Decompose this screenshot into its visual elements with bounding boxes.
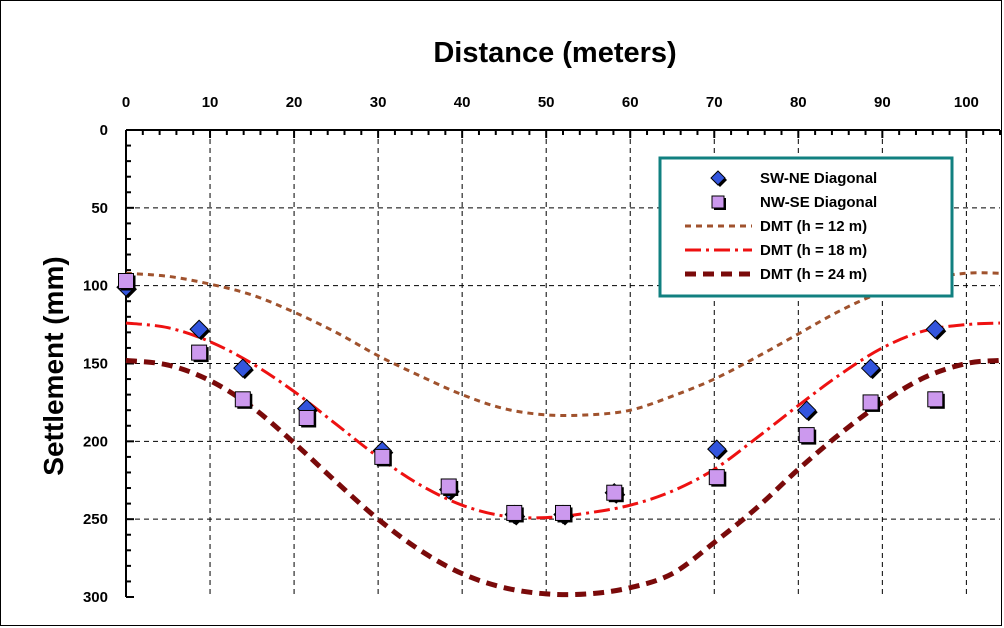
nw-se-point (118, 272, 136, 291)
marker-shape (710, 170, 726, 186)
nw-se-point (440, 478, 459, 496)
nw-se-point (234, 391, 253, 409)
marker-shape (711, 195, 725, 209)
marker-shape (927, 391, 944, 408)
y-tick-label: 250 (83, 511, 108, 528)
nw-se-point (555, 504, 573, 523)
x-tick-label: 90 (874, 94, 891, 111)
y-tick-label: 200 (83, 433, 108, 450)
nw-se-point (862, 394, 881, 412)
marker-shape (708, 469, 725, 486)
legend-marker (711, 195, 726, 210)
sw-ne-point (925, 319, 947, 341)
model-curve (125, 321, 1001, 520)
legend-label: NW-SE Diagonal (760, 194, 877, 211)
nw-se-point (298, 409, 317, 428)
nw-se-point (798, 427, 817, 445)
y-tick-label: 50 (91, 200, 108, 217)
marker-shape (506, 504, 523, 521)
x-tick-label: 0 (122, 94, 130, 111)
sw-ne-point (707, 439, 728, 461)
x-tick-label: 70 (706, 94, 723, 111)
axes (125, 129, 1001, 598)
legend-item: SW-NE Diagonal (710, 170, 877, 187)
x-tick-label: 50 (538, 94, 555, 111)
marker-shape (707, 439, 727, 459)
nw-se-point (606, 484, 624, 503)
nw-se-point (927, 391, 945, 409)
y-axis-label: Settlement (mm) (38, 256, 69, 475)
model-curves (125, 271, 1001, 598)
x-tick-label: 80 (790, 94, 807, 111)
marker-shape (191, 344, 208, 361)
nw-se-point (191, 344, 209, 363)
y-tick-label: 300 (83, 589, 108, 606)
x-tick-label: 60 (622, 94, 639, 111)
marker-shape (189, 319, 209, 339)
marker-shape (797, 400, 817, 420)
y-tick-label: 100 (83, 278, 108, 295)
marker-shape (862, 394, 879, 411)
tick-labels: 0 10 20 30 40 50 60 70 80 90 100 0 50 100 150 200 250 300 (83, 94, 979, 606)
marker-shape (606, 484, 623, 501)
legend-marker (710, 170, 727, 187)
marker-shape (860, 358, 881, 378)
legend-item: NW-SE Diagonal (711, 194, 877, 211)
legend-label: DMT (h = 12 m) (760, 218, 867, 235)
legend-label: DMT (h = 18 m) (760, 242, 867, 259)
nw-se-point (506, 504, 524, 523)
x-tick-label: 30 (370, 94, 387, 111)
marker-shape (234, 391, 251, 408)
nw-se-point (708, 469, 727, 487)
marker-shape (374, 448, 391, 465)
marker-shape (925, 319, 945, 339)
data-points (116, 272, 947, 526)
legend: SW-NE Diagonal NW-SE Diagonal DMT (h = 12 … (658, 156, 954, 298)
legend-item: DMT (h = 24 m) (685, 266, 867, 283)
sw-ne-point (233, 358, 254, 380)
marker-shape (118, 272, 134, 289)
grid (126, 130, 1000, 597)
model-curve (125, 357, 1001, 598)
x-tick-label: 100 (954, 94, 979, 111)
marker-shape (555, 504, 571, 521)
sw-ne-point (797, 400, 818, 422)
y-tick-label: 0 (100, 122, 108, 139)
marker-shape (298, 409, 315, 426)
sw-ne-point (189, 319, 211, 341)
legend-label: SW-NE Diagonal (760, 170, 877, 187)
sw-ne-point (860, 358, 882, 380)
y-tick-label: 150 (83, 356, 108, 373)
legend-item: DMT (h = 18 m) (685, 242, 867, 259)
marker-shape (233, 358, 253, 378)
marker-shape (798, 427, 815, 444)
x-tick-label: 20 (286, 94, 303, 111)
x-tick-label: 10 (202, 94, 219, 111)
chart-title: Distance (meters) (433, 37, 676, 69)
legend-item: DMT (h = 12 m) (685, 218, 867, 235)
x-tick-label: 40 (454, 94, 471, 111)
nw-se-point (374, 448, 392, 467)
legend-label: DMT (h = 24 m) (760, 266, 867, 283)
marker-shape (440, 478, 457, 495)
